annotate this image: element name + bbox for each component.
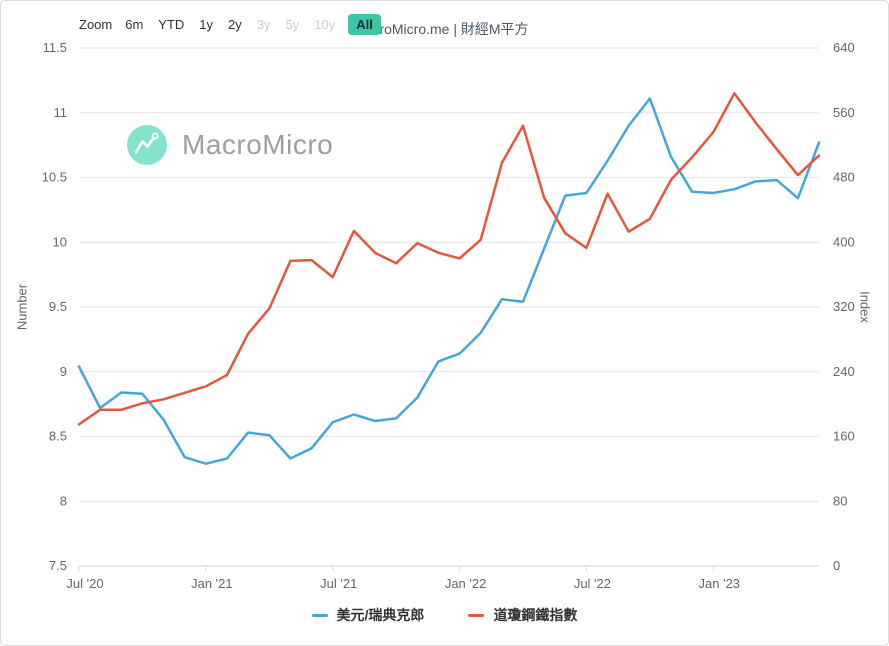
x-axis-tick-label: Jul '22 — [574, 576, 611, 591]
right-axis-tick-label: 160 — [833, 429, 855, 444]
left-axis-tick-label: 9.5 — [49, 299, 67, 314]
left-axis-tick-label: 7.5 — [49, 558, 67, 573]
range-button-ytd[interactable]: YTD — [158, 17, 185, 32]
legend-marker — [311, 613, 328, 617]
series-line-dj-steel — [77, 92, 821, 426]
brand-watermark-text: MacroMicro — [182, 129, 334, 160]
right-axis-tick-label: 640 — [833, 40, 855, 55]
range-button-1y[interactable]: 1y — [199, 17, 214, 32]
left-axis-tick-label: 10.5 — [42, 170, 67, 185]
left-axis-tick-label: 8 — [60, 493, 67, 508]
macromicro-logo-icon — [127, 125, 167, 165]
right-axis-tick-label: 400 — [833, 234, 855, 249]
range-button-10y: 10y — [314, 17, 336, 32]
chart-legend: 美元/瑞典克郎 道瓊鋼鐵指數 — [1, 605, 888, 625]
range-toolbar: Zoom 6m YTD 1y 2y 3y 5y 10y All — [79, 14, 381, 35]
x-axis-tick-label: Jan '21 — [191, 576, 233, 591]
brand-watermark: MacroMicro — [127, 125, 333, 165]
legend-item-usd-sek[interactable]: 美元/瑞典克郎 — [311, 605, 425, 625]
range-button-6m[interactable]: 6m — [125, 17, 144, 32]
left-axis-tick-label: 11.5 — [43, 40, 67, 55]
x-axis-tick-label: Jul '21 — [320, 576, 357, 591]
right-axis-tick-label: 480 — [833, 170, 855, 185]
range-button-3y: 3y — [256, 17, 271, 32]
range-button-5y: 5y — [285, 17, 300, 32]
right-axis-tick-label: 320 — [833, 299, 855, 314]
right-axis-tick-label: 80 — [833, 493, 847, 508]
zoom-label: Zoom — [79, 17, 113, 32]
legend-label: 美元/瑞典克郎 — [336, 607, 425, 623]
x-axis-tick-label: Jan '23 — [699, 576, 741, 591]
left-axis-tick-label: 11 — [54, 105, 68, 120]
range-buttons: 6m YTD 1y 2y 3y 5y 10y All — [123, 14, 381, 35]
right-axis-tick-label: 0 — [833, 558, 840, 573]
series-line-usd-sek — [77, 97, 821, 465]
x-axis-tick-label: Jul '20 — [66, 576, 103, 591]
left-axis-tick-label: 8.5 — [49, 429, 67, 444]
legend-marker — [468, 613, 485, 617]
left-axis-tick-label: 9 — [60, 364, 67, 379]
right-axis-tick-label: 560 — [833, 105, 855, 120]
range-button-2y[interactable]: 2y — [228, 17, 242, 32]
site-watermark-text: MacroMicro.me | 財經M平方 — [353, 21, 529, 37]
x-axis-tick-label: Jan '22 — [445, 576, 487, 591]
left-axis-tick-label: 10 — [53, 234, 67, 249]
legend-label: 道瓊鋼鐵指數 — [493, 607, 578, 623]
legend-item-dj-steel[interactable]: 道瓊鋼鐵指數 — [468, 605, 577, 625]
right-axis-tick-label: 240 — [833, 364, 855, 379]
range-button-all[interactable]: All — [348, 14, 381, 35]
